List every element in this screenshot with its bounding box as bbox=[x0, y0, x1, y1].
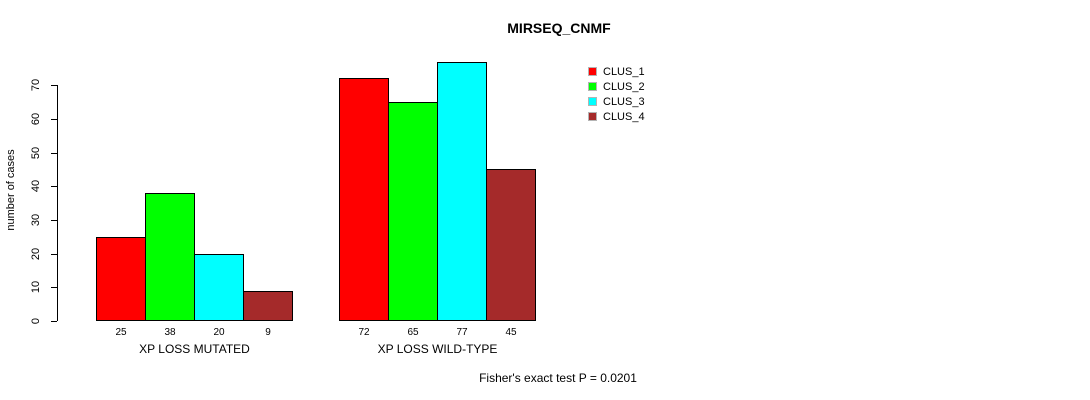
y-axis-line bbox=[57, 85, 58, 321]
y-tick-label: 0 bbox=[30, 317, 42, 325]
bar-value-label: 65 bbox=[407, 327, 419, 338]
bar-clus_4 bbox=[243, 291, 293, 321]
legend-swatch-icon bbox=[588, 97, 597, 106]
y-tick-label: 30 bbox=[30, 213, 42, 227]
annotation-text: Fisher's exact test P = 0.0201 bbox=[479, 371, 637, 385]
legend-label: CLUS_3 bbox=[603, 95, 645, 108]
y-tick-label: 20 bbox=[30, 247, 42, 261]
legend-row: CLUS_4 bbox=[588, 109, 645, 124]
bar-value-label: 72 bbox=[358, 327, 370, 338]
y-tick-label: 60 bbox=[30, 112, 42, 126]
legend-swatch-icon bbox=[588, 82, 597, 91]
y-tick-label: 40 bbox=[30, 179, 42, 193]
bar-clus_2 bbox=[145, 193, 195, 321]
y-tick-mark bbox=[51, 254, 57, 255]
legend-label: CLUS_1 bbox=[603, 65, 645, 78]
y-tick-label: 50 bbox=[30, 146, 42, 160]
y-tick-mark bbox=[51, 186, 57, 187]
bar-clus_1 bbox=[339, 78, 389, 321]
bar-clus_3 bbox=[437, 62, 487, 321]
y-tick-mark bbox=[51, 153, 57, 154]
legend-swatch-icon bbox=[588, 67, 597, 76]
category-label: XP LOSS MUTATED bbox=[139, 342, 250, 356]
legend: CLUS_1 CLUS_2 CLUS_3 CLUS_4 bbox=[588, 64, 645, 124]
legend-row: CLUS_1 bbox=[588, 64, 645, 79]
chart-title: MIRSEQ_CNMF bbox=[507, 20, 611, 36]
legend-swatch-icon bbox=[588, 112, 597, 121]
legend-label: CLUS_2 bbox=[603, 80, 645, 93]
y-tick-mark bbox=[51, 287, 57, 288]
y-tick-label: 70 bbox=[30, 78, 42, 92]
legend-label: CLUS_4 bbox=[603, 110, 645, 123]
legend-row: CLUS_3 bbox=[588, 94, 645, 109]
y-tick-mark bbox=[51, 85, 57, 86]
bar-clus_4 bbox=[486, 169, 536, 321]
y-axis-label: number of cases bbox=[5, 149, 17, 231]
bar-clus_3 bbox=[194, 254, 244, 321]
bar-value-label: 25 bbox=[115, 327, 127, 338]
bar-clus_2 bbox=[388, 102, 438, 321]
bar-value-label: 38 bbox=[164, 327, 176, 338]
bar-value-label: 9 bbox=[265, 327, 271, 338]
bar-value-label: 77 bbox=[456, 327, 468, 338]
bar-value-label: 20 bbox=[213, 327, 225, 338]
bar-value-label: 45 bbox=[505, 327, 517, 338]
y-tick-mark bbox=[51, 220, 57, 221]
bar-clus_1 bbox=[96, 237, 146, 321]
category-label: XP LOSS WILD-TYPE bbox=[377, 342, 498, 356]
legend-row: CLUS_2 bbox=[588, 79, 645, 94]
y-tick-mark bbox=[51, 321, 57, 322]
y-tick-mark bbox=[51, 119, 57, 120]
y-tick-label: 10 bbox=[30, 280, 42, 294]
